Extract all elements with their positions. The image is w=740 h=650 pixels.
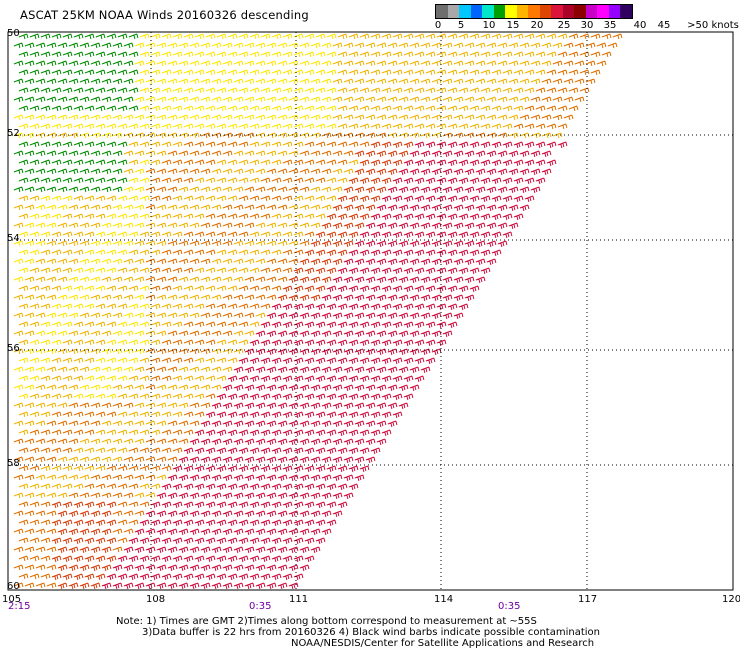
wind-barb-group <box>51 141 414 590</box>
wind-barb-group <box>13 33 139 193</box>
legend-label-35: 35 <box>603 20 617 31</box>
legend-swatch <box>608 5 620 18</box>
wind-barb-group <box>13 33 568 499</box>
legend-label-0: 0 <box>434 20 442 31</box>
wind-barb-group <box>13 33 337 400</box>
legend-label-50-knots: >50 knots <box>687 20 739 31</box>
legend-swatch <box>585 5 597 18</box>
lat-label-52: 52 <box>7 128 20 139</box>
lat-label-54: 54 <box>7 233 20 244</box>
legend-swatch <box>539 5 551 18</box>
wind-speed-legend: 0 5 10 15 20 25 30 35 40 45 >50 knots <box>435 4 739 31</box>
lon-label-120: 120 <box>722 594 740 605</box>
lon-label-108: 108 <box>146 594 165 605</box>
longitude-labels: 105 108 111 114 117 120 <box>2 594 740 605</box>
legend-label-30: 30 <box>580 20 594 31</box>
lat-label-56: 56 <box>7 343 20 354</box>
time-label-2-15: 2:15 <box>8 601 30 612</box>
legend-swatch <box>620 5 632 18</box>
legend-label-40: 40 <box>633 20 647 31</box>
lat-label-58: 58 <box>7 458 20 469</box>
legend-label-10: 10 <box>482 20 496 31</box>
legend-label-25: 25 <box>557 20 571 31</box>
legend-swatch <box>528 5 540 18</box>
lon-label-105: 105 <box>2 594 21 605</box>
note-line-1: Note: 1) Times are GMT 2)Times along bot… <box>116 616 537 627</box>
note-line-3: NOAA/NESDIS/Center for Satellite Applica… <box>291 638 595 649</box>
note-line-2: 3)Data buffer is 22 hrs from 20160326 4)… <box>142 627 600 638</box>
latitude-labels: 50 52 54 56 58 60 <box>7 28 20 592</box>
lon-label-111: 111 <box>289 594 308 605</box>
wind-barb-group <box>13 33 623 589</box>
legend-swatch <box>447 5 459 18</box>
legend-swatch <box>597 5 609 18</box>
legend-swatch <box>493 5 505 18</box>
legend-swatch <box>459 5 471 18</box>
lon-label-114: 114 <box>434 594 453 605</box>
map-frame <box>7 31 734 591</box>
map-title: ASCAT 25KM NOAA Winds 20160326 descendin… <box>20 8 309 22</box>
lat-label-60: 60 <box>7 581 20 592</box>
legend-label-5: 5 <box>457 20 465 31</box>
time-label-0-35-b: 0:35 <box>498 601 520 612</box>
legend-label-15: 15 <box>506 20 520 31</box>
legend-swatch <box>470 5 482 18</box>
legend-swatch <box>436 5 448 18</box>
pass-time-labels: 2:15 0:35 0:35 <box>8 601 520 612</box>
legend-label-45: 45 <box>657 20 671 31</box>
legend-swatch <box>505 5 517 18</box>
legend-swatch <box>482 5 494 18</box>
lat-lon-grid <box>8 32 733 590</box>
legend-label-20: 20 <box>530 20 544 31</box>
lon-label-117: 117 <box>578 594 597 605</box>
legend-swatch <box>574 5 586 18</box>
lat-label-50: 50 <box>7 28 20 39</box>
legend-swatch <box>551 5 563 18</box>
legend-color-bar <box>435 4 633 19</box>
time-label-0-35-a: 0:35 <box>249 601 271 612</box>
wind-barbs-layer <box>13 33 623 590</box>
legend-labels: 0 5 10 15 20 25 30 35 40 45 >50 knots <box>435 20 740 34</box>
wind-barb-group <box>101 141 568 590</box>
legend-swatch <box>516 5 528 18</box>
legend-swatch <box>562 5 574 18</box>
